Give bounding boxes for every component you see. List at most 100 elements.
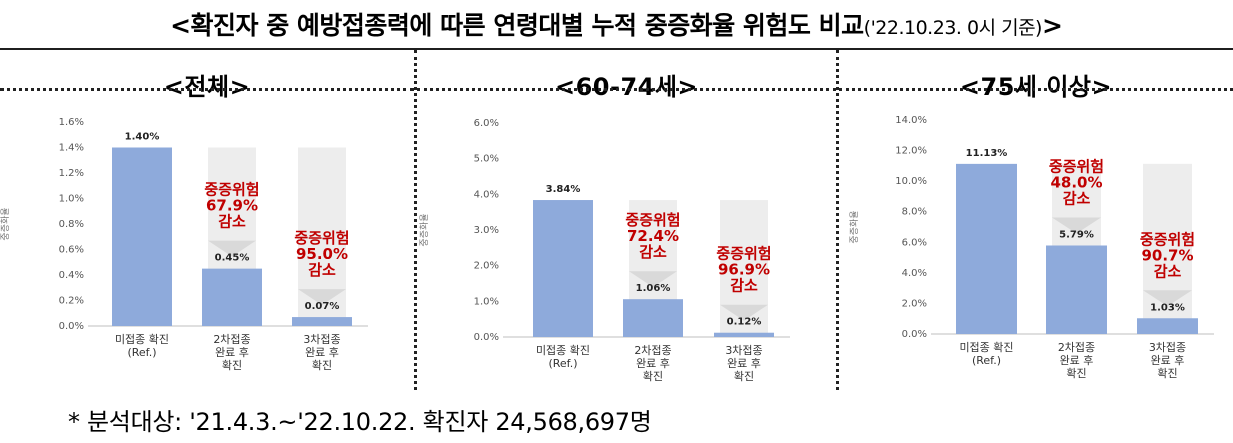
- y-tick-label: 14.0%: [895, 115, 927, 126]
- x-tick-label: 완료 후: [1151, 354, 1185, 367]
- footnote: * 분석대상: '21.4.3.~'22.10.22. 확진자 24,568,6…: [68, 408, 652, 436]
- down-arrow-icon: [720, 304, 768, 321]
- x-tick-label: 완료 후: [215, 346, 249, 359]
- x-tick-label: 확진: [1066, 367, 1086, 380]
- vertical-divider-2: [836, 50, 839, 390]
- risk-reduction-annotation: 67.9%: [206, 197, 258, 215]
- bar: [714, 332, 774, 337]
- charts-frame: <전체> 0.0% 0.2% 0.4% 0.6% 0.8% 1.0% 1.2% 1.4% 1.6…: [0, 48, 1233, 393]
- x-tick-label: 미접종 확진: [536, 344, 590, 357]
- data-label: 1.06%: [636, 283, 671, 294]
- y-tick-label: 1.2%: [59, 168, 84, 179]
- x-tick-label: 완료 후: [636, 357, 670, 370]
- bar: [112, 147, 172, 326]
- x-tick-label: 완료 후: [305, 346, 339, 359]
- x-tick-label: 확진: [312, 359, 332, 372]
- risk-reduction-annotation: 90.7%: [1141, 246, 1193, 264]
- x-tick-label: 완료 후: [727, 357, 761, 370]
- x-tick-label: 확진: [734, 370, 754, 383]
- risk-reduction-annotation: 감소: [218, 213, 246, 231]
- panel-60-74: <60-74세> 0.0% 1.0% 2.0% 3.0% 4.0% 5.0% 6.0% 중증화…: [417, 48, 836, 393]
- data-label: 3.84%: [546, 184, 581, 195]
- y-tick-label: 5.0%: [474, 154, 499, 165]
- y-tick-label: 1.4%: [59, 143, 84, 154]
- y-tick-label: 0.6%: [59, 245, 84, 256]
- x-tick-label: 확진: [222, 359, 242, 372]
- y-tick-label: 2.0%: [474, 261, 499, 272]
- page-title: <확진자 중 예방접종력에 따른 연령대별 누적 중증화율 위험도 비교('22…: [0, 6, 1233, 42]
- bar: [1137, 318, 1198, 334]
- y-tick-label: 1.0%: [474, 296, 499, 307]
- bar: [956, 163, 1017, 334]
- x-tick-label: 미접종 확진: [959, 341, 1013, 354]
- bar: [623, 299, 683, 337]
- chart-75-plus: 0.0% 2.0% 4.0% 6.0% 8.0% 10.0% 12.0% 14.0% 중증화율 1…: [849, 115, 1214, 380]
- y-axis-label: 중증화율: [0, 207, 11, 240]
- x-tick-label: 2차접종: [634, 344, 671, 357]
- risk-reduction-annotation: 감소: [639, 243, 667, 261]
- bar: [533, 200, 593, 337]
- x-tick-label: 완료 후: [1060, 354, 1094, 367]
- data-label: 0.12%: [727, 317, 762, 328]
- y-tick-label: 0.0%: [474, 332, 499, 343]
- title-main: <확진자 중 예방접종력에 따른 연령대별 누적 중증화율 위험도 비교: [170, 11, 864, 40]
- risk-reduction-annotation: 감소: [308, 261, 336, 279]
- y-tick-label: 10.0%: [895, 176, 927, 187]
- y-tick-label: 0.0%: [59, 321, 84, 332]
- y-tick-label: 4.0%: [902, 268, 927, 279]
- panel-title-60-74: <60-74세>: [554, 73, 699, 101]
- y-tick-label: 0.0%: [902, 329, 927, 340]
- x-tick-label: 2차접종: [213, 333, 250, 346]
- chart-all: 0.0% 0.2% 0.4% 0.6% 0.8% 1.0% 1.2% 1.4% 1.6% 중증화율…: [0, 117, 368, 372]
- title-date: ('22.10.23. 0시 기준): [863, 17, 1043, 39]
- risk-reduction-annotation: 48.0%: [1050, 173, 1102, 191]
- risk-reduction-annotation: 중증위험: [1049, 157, 1104, 175]
- y-tick-label: 12.0%: [895, 146, 927, 157]
- panel-divider: [417, 88, 836, 91]
- y-tick-label: 8.0%: [902, 207, 927, 218]
- y-tick-label: 1.0%: [59, 194, 84, 205]
- panel-title-75-plus: <75세 이상>: [959, 73, 1113, 101]
- bar: [1046, 245, 1107, 334]
- vertical-divider-1: [414, 50, 417, 390]
- bar: [292, 317, 352, 326]
- x-tick-label: (Ref.): [127, 346, 156, 359]
- data-label: 0.45%: [215, 253, 250, 264]
- risk-reduction-annotation: 중증위험: [294, 229, 349, 247]
- panel-divider: [0, 88, 414, 91]
- risk-reduction-annotation: 감소: [1063, 189, 1091, 207]
- panel-divider: [839, 88, 1233, 91]
- title-close-bracket: >: [1041, 11, 1063, 40]
- x-tick-label: 확진: [643, 370, 663, 383]
- data-label: 1.40%: [125, 132, 160, 143]
- x-tick-label: (Ref.): [972, 354, 1001, 367]
- y-tick-label: 3.0%: [474, 225, 499, 236]
- top-rule: [0, 48, 1233, 50]
- risk-reduction-annotation: 감소: [730, 277, 758, 295]
- down-arrow-icon: [1052, 217, 1101, 234]
- y-axis-label: 중증화율: [419, 213, 430, 246]
- y-tick-label: 0.8%: [59, 219, 84, 230]
- y-tick-label: 2.0%: [902, 298, 927, 309]
- panel-75-plus: <75세 이상> 0.0% 2.0% 4.0% 6.0% 8.0% 10.0% 12.0% 1…: [839, 48, 1233, 393]
- risk-reduction-annotation: 중증위험: [625, 211, 680, 229]
- y-tick-label: 4.0%: [474, 189, 499, 200]
- risk-reduction-annotation: 중증위험: [1140, 230, 1195, 248]
- data-label: 5.79%: [1059, 229, 1094, 240]
- risk-reduction-annotation: 중증위험: [716, 245, 771, 263]
- x-tick-label: 확진: [1157, 367, 1177, 380]
- x-tick-label: 3차접종: [725, 344, 762, 357]
- risk-reduction-annotation: 96.9%: [718, 261, 770, 279]
- x-tick-label: 3차접종: [1149, 341, 1186, 354]
- down-arrow-icon: [1143, 290, 1192, 307]
- y-tick-label: 6.0%: [474, 118, 499, 129]
- y-tick-label: 0.2%: [59, 296, 84, 307]
- x-tick-label: 2차접종: [1058, 341, 1095, 354]
- risk-reduction-annotation: 95.0%: [296, 245, 348, 263]
- x-tick-label: (Ref.): [548, 357, 577, 370]
- y-tick-label: 6.0%: [902, 237, 927, 248]
- down-arrow-icon: [629, 271, 677, 288]
- down-arrow-icon: [208, 240, 256, 257]
- risk-reduction-annotation: 중증위험: [204, 181, 259, 199]
- x-tick-label: 미접종 확진: [115, 333, 169, 346]
